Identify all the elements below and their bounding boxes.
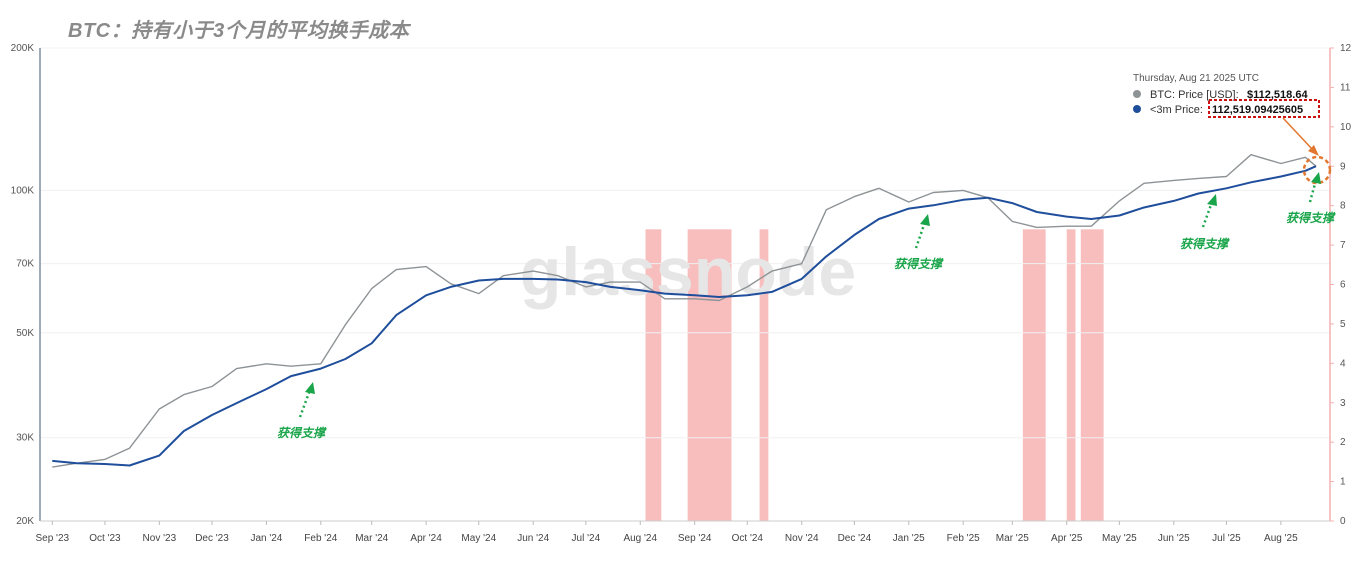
x-ticks: Sep '23 Oct '23 Nov '23 Dec '23 Jan '24 Feb '…	[35, 521, 1298, 544]
y-tick-label: 20K	[16, 516, 34, 527]
y2-tick-label: 8	[1340, 201, 1346, 212]
support-arrowhead	[920, 214, 930, 226]
plot-area	[40, 48, 1330, 521]
highlight-bands	[645, 229, 1104, 522]
x-tick-label: Feb '25	[947, 533, 980, 544]
pointer-line	[1282, 117, 1314, 151]
x-tick-label: Oct '24	[732, 533, 764, 544]
y2-tick-label: 4	[1340, 358, 1346, 369]
support-arrowhead	[1311, 172, 1321, 184]
x-tick-label: May '25	[1102, 533, 1137, 544]
x-tick-label: Jan '25	[893, 533, 925, 544]
x-tick-label: Feb '24	[304, 533, 337, 544]
series-lines	[52, 153, 1317, 468]
short-term-holder-price-line	[52, 165, 1317, 467]
y2-tick-label: 0	[1340, 516, 1346, 527]
tooltip-btc-value: $112,518.64	[1247, 89, 1308, 101]
x-tick-label: Aug '24	[623, 533, 657, 544]
y2-tick-label: 6	[1340, 280, 1346, 291]
y2-tick-label: 3	[1340, 398, 1346, 409]
y2-tick-label: 1	[1340, 477, 1346, 488]
tooltip-btc-label: BTC: Price [USD]:	[1150, 89, 1239, 101]
support-label: 获得支撑	[1180, 237, 1230, 251]
y2-tick-label: 10	[1340, 122, 1352, 133]
watermark: glassnode	[520, 234, 856, 310]
support-annotation-3: 获得支撑	[1180, 194, 1230, 251]
support-label: 获得支撑	[894, 257, 944, 271]
support-arrow	[1308, 179, 1318, 203]
highlight-pointer	[1282, 117, 1332, 185]
x-tick-label: Jul '24	[572, 533, 601, 544]
tooltip-stp-dot	[1133, 105, 1141, 113]
y2-tick-label: 5	[1340, 319, 1346, 330]
pointer-arrowhead	[1308, 145, 1319, 156]
support-annotation-1: 获得支撑	[277, 382, 327, 440]
x-tick-label: Dec '23	[195, 533, 229, 544]
support-arrowhead	[305, 382, 315, 394]
x-tick-label: Oct '23	[89, 533, 121, 544]
tooltip-date: Thursday, Aug 21 2025 UTC	[1133, 73, 1259, 84]
y2-tick-label: 9	[1340, 161, 1346, 172]
x-tick-label: Dec '24	[838, 533, 872, 544]
y-tick-label: 50K	[16, 328, 34, 339]
y2-tick-label: 7	[1340, 240, 1346, 251]
tooltip-stp-label: <3m Price:	[1150, 104, 1203, 116]
y-tick-label: 200K	[11, 43, 35, 54]
x-tick-label: May '24	[461, 533, 496, 544]
chart-title: BTC：持有小于3个月的平均换手成本	[68, 20, 410, 42]
support-annotation-2: 获得支撑	[894, 214, 944, 271]
x-tick-label: Sep '24	[678, 533, 712, 544]
x-tick-label: Apr '25	[1051, 533, 1083, 544]
btc-price-line	[52, 153, 1317, 468]
tooltip-btc-dot	[1133, 90, 1141, 98]
y2-tick-label: 2	[1340, 437, 1346, 448]
x-tick-label: Sep '23	[35, 533, 69, 544]
y2-tick-label: 12	[1340, 43, 1352, 54]
highlight-band	[1066, 229, 1076, 522]
support-annotation-4: 获得支撑	[1286, 172, 1336, 225]
highlight-band	[687, 229, 732, 522]
x-tick-label: Jun '25	[1158, 533, 1190, 544]
x-tick-label: Jun '24	[517, 533, 549, 544]
tooltip-stp-value: 112,519.09425605	[1212, 104, 1303, 116]
support-arrowhead	[1207, 194, 1217, 206]
y-tick-label: 30K	[16, 433, 34, 444]
tooltip: Thursday, Aug 21 2025 UTC BTC: Price [US…	[1133, 73, 1320, 118]
y-tick-label: 100K	[11, 185, 35, 196]
x-tick-label: Jan '24	[250, 533, 282, 544]
highlight-band	[759, 229, 769, 522]
y2-tick-label: 11	[1340, 82, 1351, 93]
x-tick-label: Mar '25	[996, 533, 1029, 544]
tooltip-value-highlight-box	[1208, 99, 1320, 118]
support-label: 获得支撑	[1286, 211, 1336, 225]
x-tick-label: Jul '25	[1212, 533, 1241, 544]
x-tick-label: Aug '25	[1264, 533, 1298, 544]
x-tick-label: Mar '24	[355, 533, 388, 544]
x-tick-label: Apr '24	[410, 533, 442, 544]
y-tick-label: 70K	[16, 259, 34, 270]
y-ticks-left: 20K 30K 50K 70K 100K 200K	[11, 43, 35, 527]
highlight-band	[1022, 229, 1046, 522]
x-tick-label: Nov '24	[785, 533, 819, 544]
highlight-band	[1080, 229, 1104, 522]
highlight-band	[645, 229, 662, 522]
x-tick-label: Nov '23	[143, 533, 177, 544]
highlight-circle	[1302, 155, 1332, 185]
support-label: 获得支撑	[277, 426, 327, 440]
